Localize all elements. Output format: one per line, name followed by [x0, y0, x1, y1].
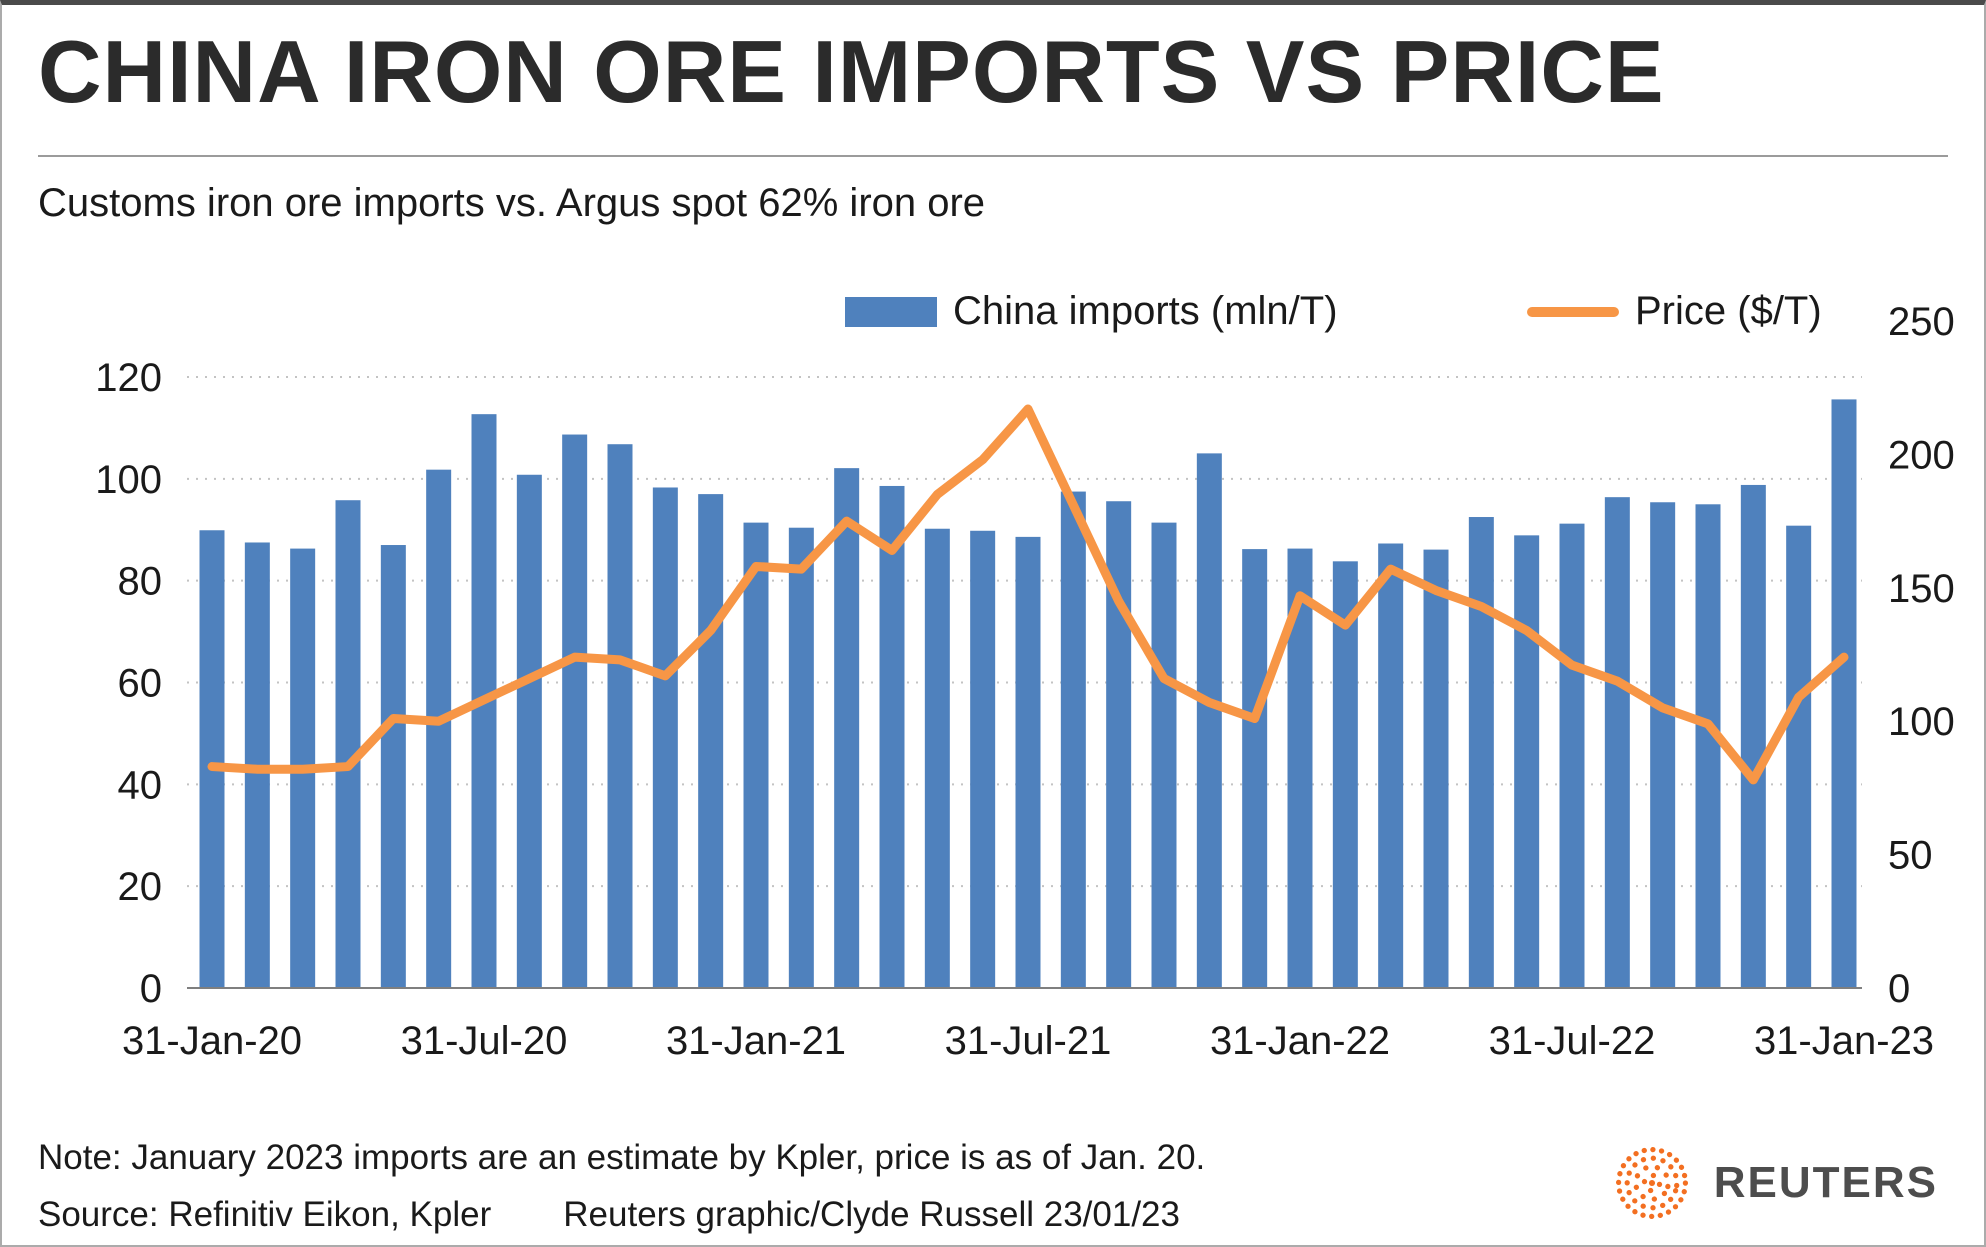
- bar-Sep-22: [1650, 502, 1676, 988]
- bar-Jun-22: [1514, 535, 1540, 988]
- bar-Jan-21: [743, 522, 769, 988]
- bar-Jun-20: [426, 469, 452, 988]
- left-axis-labels: 0 20 40 60 80 100 120: [95, 356, 162, 1011]
- bar-Jul-22: [1559, 523, 1585, 988]
- right-axis-labels: 0 50 100 150 200 250: [1888, 300, 1955, 1011]
- svg-text:250: 250: [1888, 300, 1955, 344]
- bar-Jan-20: [199, 530, 225, 988]
- reuters-logo-icon: [1615, 1146, 1688, 1220]
- x-axis-labels: 31-Jan-20 31-Jul-20 31-Jan-21 31-Jul-21 31-J…: [122, 1019, 1934, 1063]
- svg-text:100: 100: [95, 458, 162, 502]
- bar-May-20: [380, 545, 406, 988]
- svg-text:60: 60: [118, 662, 163, 706]
- chart-subtitle: Customs iron ore imports vs. Argus spot …: [38, 181, 986, 225]
- bar-Aug-21: [1060, 491, 1086, 988]
- title-divider: [38, 155, 1948, 157]
- svg-text:31-Jul-20: 31-Jul-20: [401, 1019, 568, 1063]
- bar-Apr-22: [1423, 549, 1449, 988]
- svg-text:31-Jan-22: 31-Jan-22: [1210, 1019, 1390, 1063]
- svg-text:31-Jul-22: 31-Jul-22: [1489, 1019, 1656, 1063]
- svg-text:31-Jan-21: 31-Jan-21: [666, 1019, 846, 1063]
- legend-imports: China imports (mln/T): [845, 289, 1338, 334]
- source-text: Source: Refinitiv Eikon, Kpler: [38, 1195, 492, 1234]
- reuters-wordmark: REUTERS: [1713, 1158, 1938, 1207]
- bar-May-22: [1468, 517, 1494, 988]
- bar-Nov-21: [1196, 453, 1222, 988]
- price-line: [207, 404, 1849, 785]
- bar-Sep-20: [562, 434, 588, 988]
- legend-imports-label: China imports (mln/T): [953, 289, 1338, 333]
- svg-text:0: 0: [1888, 967, 1910, 1011]
- bar-May-21: [924, 528, 950, 988]
- bar-Apr-20: [335, 500, 361, 988]
- bar-Jan-23: [1831, 399, 1857, 988]
- svg-text:150: 150: [1888, 567, 1955, 611]
- svg-text:100: 100: [1888, 700, 1955, 744]
- page-title: CHINA IRON ORE IMPORTS VS PRICE: [38, 22, 1665, 121]
- bar-Jun-21: [970, 530, 996, 988]
- bar-Aug-20: [516, 474, 542, 988]
- legend-price: Price ($/T): [1527, 289, 1822, 334]
- svg-text:31-Jan-23: 31-Jan-23: [1754, 1019, 1934, 1063]
- svg-text:50: 50: [1888, 834, 1933, 878]
- bar-Oct-21: [1151, 522, 1177, 988]
- bar-Aug-22: [1604, 497, 1630, 988]
- svg-text:40: 40: [118, 763, 163, 807]
- bar-Feb-21: [788, 527, 814, 988]
- svg-text:120: 120: [95, 356, 162, 400]
- bar-Mar-21: [834, 468, 860, 988]
- bar-Nov-20: [652, 487, 678, 988]
- bar-Mar-22: [1378, 543, 1404, 988]
- svg-text:0: 0: [140, 967, 162, 1011]
- svg-text:31-Jul-21: 31-Jul-21: [945, 1019, 1112, 1063]
- bar-Oct-22: [1695, 504, 1721, 988]
- source-row: Source: Refinitiv Eikon, Kpler Reuters g…: [38, 1195, 1180, 1235]
- bar-Dec-20: [698, 494, 724, 988]
- legend-price-label: Price ($/T): [1635, 289, 1822, 333]
- bar-Dec-22: [1786, 525, 1812, 988]
- bar-Nov-22: [1740, 484, 1766, 988]
- reuters-logo: REUTERS: [1610, 1141, 1938, 1225]
- credit-text: Reuters graphic/Clyde Russell 23/01/23: [563, 1195, 1180, 1234]
- svg-text:20: 20: [118, 865, 163, 909]
- svg-text:80: 80: [118, 560, 163, 604]
- footnote: Note: January 2023 imports are an estima…: [38, 1138, 1206, 1177]
- bar-Apr-21: [879, 485, 905, 988]
- svg-text:31-Jan-20: 31-Jan-20: [122, 1019, 302, 1063]
- bar-Oct-20: [607, 444, 633, 989]
- bar-Feb-22: [1332, 561, 1358, 988]
- bar-Jul-21: [1015, 536, 1041, 988]
- bar-Dec-21: [1242, 549, 1268, 988]
- svg-text:200: 200: [1888, 433, 1955, 477]
- price-swatch-icon: [1527, 306, 1619, 317]
- imports-swatch-icon: [845, 296, 937, 327]
- import-bars: [199, 399, 1857, 989]
